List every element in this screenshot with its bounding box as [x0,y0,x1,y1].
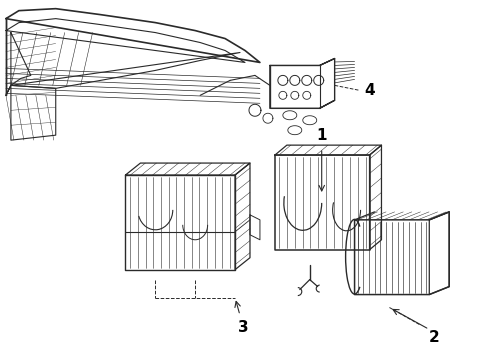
Text: 2: 2 [429,330,440,345]
Text: 4: 4 [364,83,375,98]
Text: 3: 3 [238,320,248,335]
Text: 1: 1 [317,128,327,143]
